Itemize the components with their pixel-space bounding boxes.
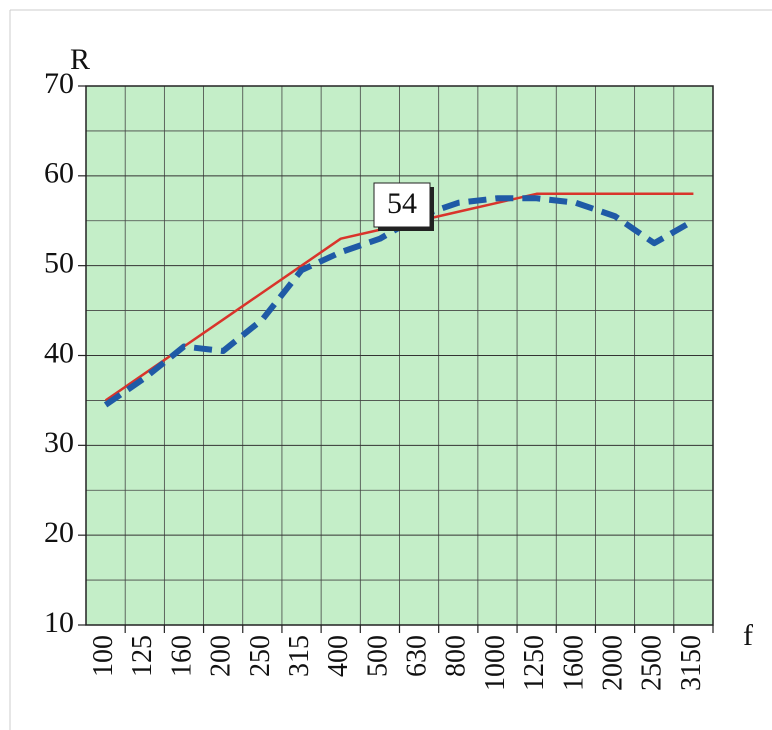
y-tick-label: 50 [44,247,74,280]
x-tick-label: 500 [362,635,393,677]
x-tick-label: 400 [323,635,354,677]
y-axis-label: R [70,43,90,76]
x-tick-label: 2500 [637,635,668,691]
y-tick-label: 10 [44,606,74,639]
y-tick-label: 70 [44,67,74,100]
x-tick-label: 2000 [597,635,628,691]
x-tick-label: 250 [245,635,276,677]
x-tick-label: 1600 [558,635,589,691]
x-tick-label: 630 [402,635,433,677]
plot [86,85,713,626]
x-tick-label: 1250 [519,635,550,691]
x-tick-label: 315 [284,635,315,677]
x-tick-label: 1000 [480,635,511,691]
x-axis-label: f [743,619,753,652]
y-tick-label: 40 [44,336,74,369]
x-tick-label: 100 [88,635,119,677]
x-tick-label: 200 [206,635,237,677]
y-tick-label: 30 [44,426,74,459]
x-tick-label: 800 [441,635,472,677]
x-tick-label: 3150 [676,635,707,691]
annotation-box [373,182,431,228]
annotation: 54 [387,187,417,220]
y-tick-label: 60 [44,157,74,190]
y-tick-label: 20 [44,516,74,549]
x-tick-label: 160 [166,635,197,677]
x-tick-label: 125 [127,635,158,677]
